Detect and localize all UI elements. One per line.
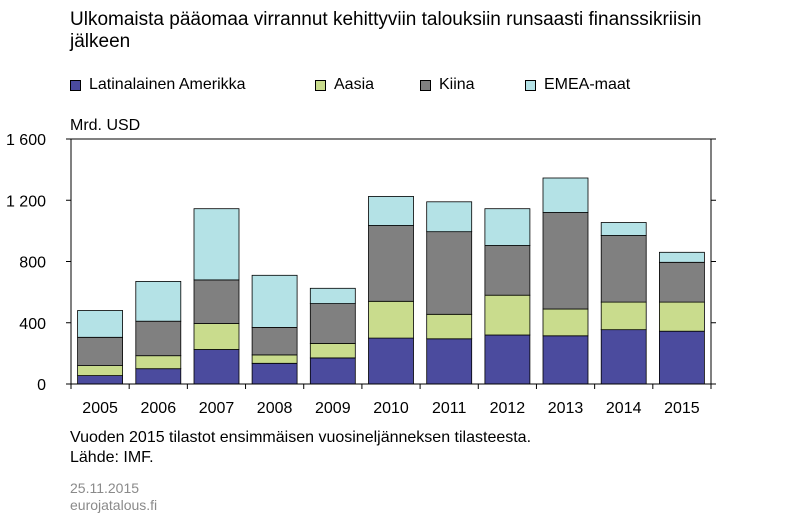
bar-segment (77, 310, 123, 338)
legend-swatch (420, 79, 431, 91)
legend-item-asia: Aasia (315, 76, 374, 94)
x-tick-label: 2006 (141, 400, 177, 417)
bar-segment (135, 355, 182, 370)
bar-segment (309, 287, 356, 304)
legend-label: Latinalainen Amerikka (89, 76, 246, 93)
legend-swatch (315, 79, 326, 91)
bar-segment (193, 323, 240, 350)
bar-segment (426, 231, 473, 315)
x-tick-label: 2015 (664, 400, 700, 417)
legend-label: Kiina (439, 76, 475, 93)
bar-segment (309, 342, 356, 359)
y-axis-unit: Mrd. USD (70, 117, 141, 134)
bar-segment (251, 274, 298, 328)
legend-label: EMEA-maat (544, 76, 631, 93)
x-tick-label: 2011 (432, 400, 467, 417)
x-tick-label: 2008 (257, 400, 293, 417)
bar-segment (484, 334, 531, 385)
x-tick-label: 2007 (199, 400, 235, 417)
bar-segment (426, 313, 473, 340)
bar-segment (193, 349, 240, 385)
bar-segment (368, 195, 414, 226)
bar-segment (600, 301, 647, 331)
bar-segment (368, 225, 414, 302)
bar-segment (600, 235, 647, 303)
y-tick-label: 400 (19, 316, 46, 333)
bar-segment (600, 222, 647, 236)
x-tick-label: 2005 (82, 400, 118, 417)
bar-segment (542, 308, 589, 337)
legend-item-emea: EMEA-maat (525, 76, 630, 94)
chart-notes: Vuoden 2015 tilastot ensimmäisen vuosine… (70, 428, 531, 468)
bar-segment (659, 301, 705, 332)
bar-segment (484, 294, 531, 336)
bar-segment (542, 335, 589, 385)
bar-segment (600, 329, 647, 385)
y-tick-label: 0 (37, 377, 46, 394)
legend-item-china: Kiina (420, 76, 475, 94)
footnote: Vuoden 2015 tilastot ensimmäisen vuosine… (70, 429, 532, 446)
x-tick-label: 2010 (373, 400, 409, 417)
legend: Latinalainen Amerikka Aasia Kiina EMEA-m… (70, 76, 770, 98)
legend-swatch (70, 79, 81, 91)
legend-item-latin-america: Latinalainen Amerikka (70, 76, 246, 94)
publish-date: 25.11.2015 (70, 480, 140, 496)
y-tick-label: 1 600 (6, 132, 46, 149)
source-note: Lähde: IMF. (70, 449, 154, 466)
y-tick-label: 1 200 (6, 193, 46, 210)
legend-label: Aasia (334, 76, 375, 93)
bar-segment (542, 177, 589, 213)
bar-segment (77, 375, 123, 385)
bar-segment (135, 280, 182, 322)
bar-segment (659, 330, 705, 385)
bar-segment (542, 212, 589, 310)
bar-segment (426, 201, 473, 233)
x-tick-label: 2009 (315, 400, 351, 417)
footer: 25.11.2015 eurojatalous.fi (70, 480, 157, 514)
bar-segment (251, 326, 298, 356)
y-tick-label: 800 (19, 255, 46, 272)
bar-segment (77, 336, 123, 366)
bar-segment (368, 300, 414, 339)
bar-segment (309, 357, 356, 385)
bar-segment (135, 368, 182, 385)
bar-segment (135, 320, 182, 357)
x-tick-label: 2013 (548, 400, 584, 417)
bar-segment (659, 251, 705, 263)
chart-title: Ulkomaista pääomaa virrannut kehittyviin… (70, 9, 702, 52)
bar-segment (484, 244, 531, 296)
legend-swatch (525, 79, 536, 91)
bar-segment (309, 303, 356, 344)
bar-segment (426, 338, 473, 385)
x-tick-label: 2014 (606, 400, 642, 417)
bar-segment (77, 365, 123, 377)
bar-segment (193, 208, 240, 281)
site-name: eurojatalous.fi (70, 497, 158, 513)
bar-segment (193, 279, 240, 324)
x-tick-label: 2012 (490, 400, 526, 417)
bar-segment (484, 208, 531, 246)
bar-segment (251, 354, 298, 364)
bar-segment (251, 362, 298, 385)
bar-segment (659, 261, 705, 303)
bar-segment (368, 337, 414, 385)
